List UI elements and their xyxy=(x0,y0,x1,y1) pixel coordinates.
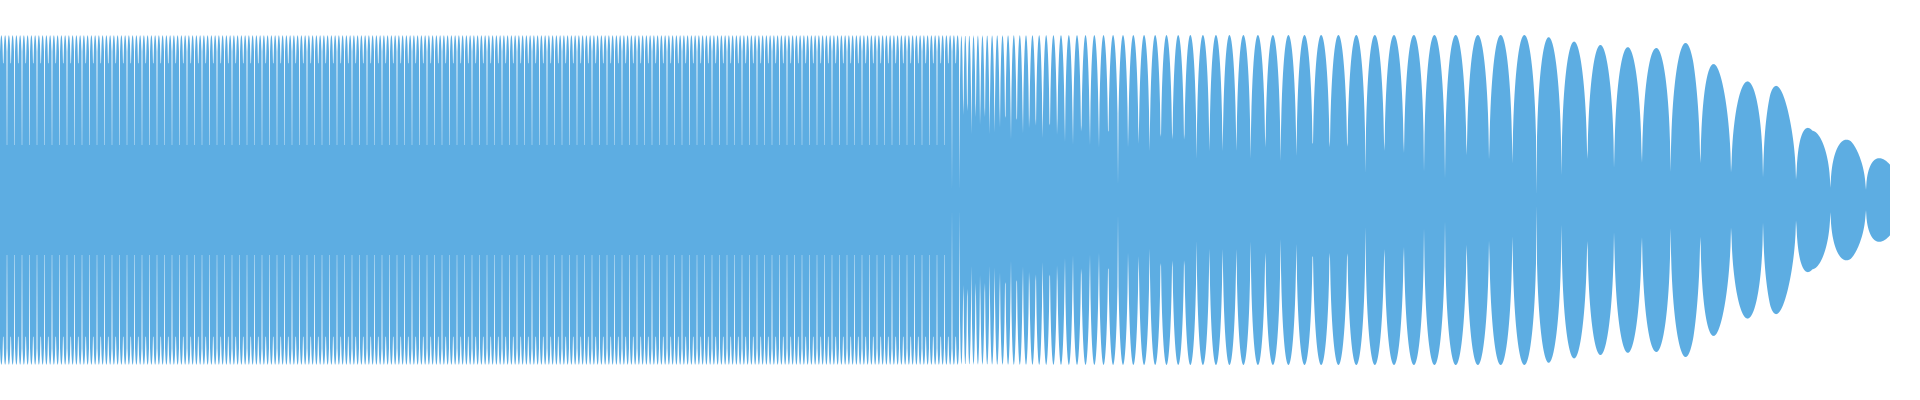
waveform-core-band xyxy=(0,145,950,255)
waveform-shape-group xyxy=(0,35,1890,365)
